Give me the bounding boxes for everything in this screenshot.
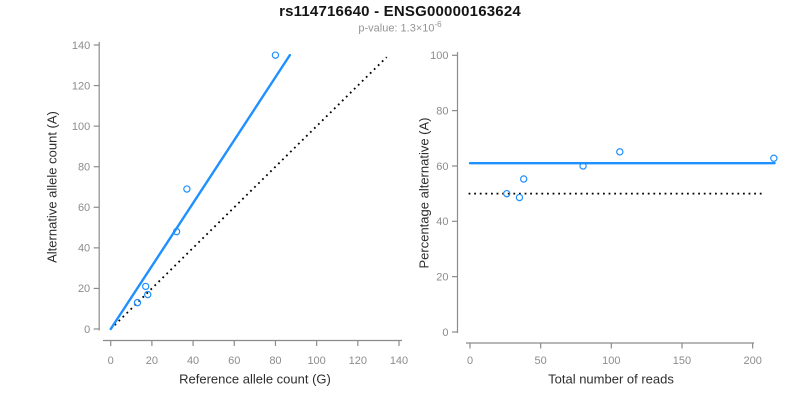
y-axis-title: Alternative allele count (A) bbox=[45, 111, 60, 263]
data-point bbox=[271, 51, 280, 59]
y-tick-label: 0 bbox=[84, 324, 90, 336]
x-tick-label: 100 bbox=[307, 355, 325, 367]
data-point bbox=[616, 148, 624, 156]
x-tick-label: 50 bbox=[535, 355, 547, 367]
y-tick-label: 100 bbox=[430, 50, 448, 62]
data-point bbox=[172, 227, 181, 236]
y-tick-label: 120 bbox=[72, 80, 90, 92]
left-panel: 0 20 40 60 80 100 120 140 0 20 40 60 80 100 120 140 Refe… bbox=[45, 40, 409, 387]
y-axis-title: Percentage alternative (A) bbox=[417, 117, 432, 268]
x-tick-label: 150 bbox=[673, 355, 691, 367]
figure-subtitle: p-value: 1.3×10-6 bbox=[0, 20, 800, 35]
y-tick-label: 100 bbox=[72, 121, 90, 133]
data-point bbox=[183, 185, 191, 193]
y-tick-label: 20 bbox=[78, 283, 90, 295]
y-tick-label: 60 bbox=[78, 202, 90, 214]
data-point bbox=[770, 154, 778, 162]
y-tick-label: 140 bbox=[72, 40, 90, 52]
y-tick-label: 60 bbox=[436, 161, 448, 173]
data-point bbox=[515, 193, 524, 202]
data-point bbox=[520, 175, 528, 183]
x-tick-label: 100 bbox=[602, 355, 620, 367]
x-tick-label: 80 bbox=[269, 355, 281, 367]
data-point bbox=[133, 298, 142, 307]
x-axis-title: Total number of reads bbox=[548, 372, 674, 387]
x-tick-label: 60 bbox=[228, 355, 240, 367]
p-value-exponent: -6 bbox=[434, 20, 442, 29]
x-tick-label: 20 bbox=[146, 355, 158, 367]
x-axis-title: Reference allele count (G) bbox=[179, 372, 331, 387]
x-tick-label: 0 bbox=[108, 355, 114, 367]
y-tick-label: 40 bbox=[436, 216, 448, 228]
x-tick-label: 140 bbox=[390, 355, 408, 367]
y-tick-label: 0 bbox=[442, 327, 448, 339]
y-tick-label: 80 bbox=[78, 162, 90, 174]
p-value-label: p-value: 1.3×10 bbox=[358, 22, 435, 35]
x-tick-label: 40 bbox=[187, 355, 199, 367]
y-tick-label: 40 bbox=[78, 243, 90, 255]
figure-title: rs114716640 - ENSG00000163624 bbox=[279, 3, 521, 20]
x-tick-label: 0 bbox=[467, 355, 473, 367]
right-panel: 0 50 100 150 200 0 20 40 60 80 100 Total number of … bbox=[417, 50, 778, 387]
y-tick-label: 80 bbox=[436, 105, 448, 117]
identity-line bbox=[110, 56, 388, 330]
y-tick-label: 20 bbox=[436, 271, 448, 283]
data-point bbox=[144, 290, 152, 299]
x-tick-label: 120 bbox=[349, 355, 367, 367]
data-point bbox=[142, 282, 150, 291]
x-tick-label: 200 bbox=[743, 355, 761, 367]
data-point bbox=[579, 162, 587, 170]
fit-line bbox=[109, 53, 292, 331]
data-point bbox=[503, 189, 511, 198]
